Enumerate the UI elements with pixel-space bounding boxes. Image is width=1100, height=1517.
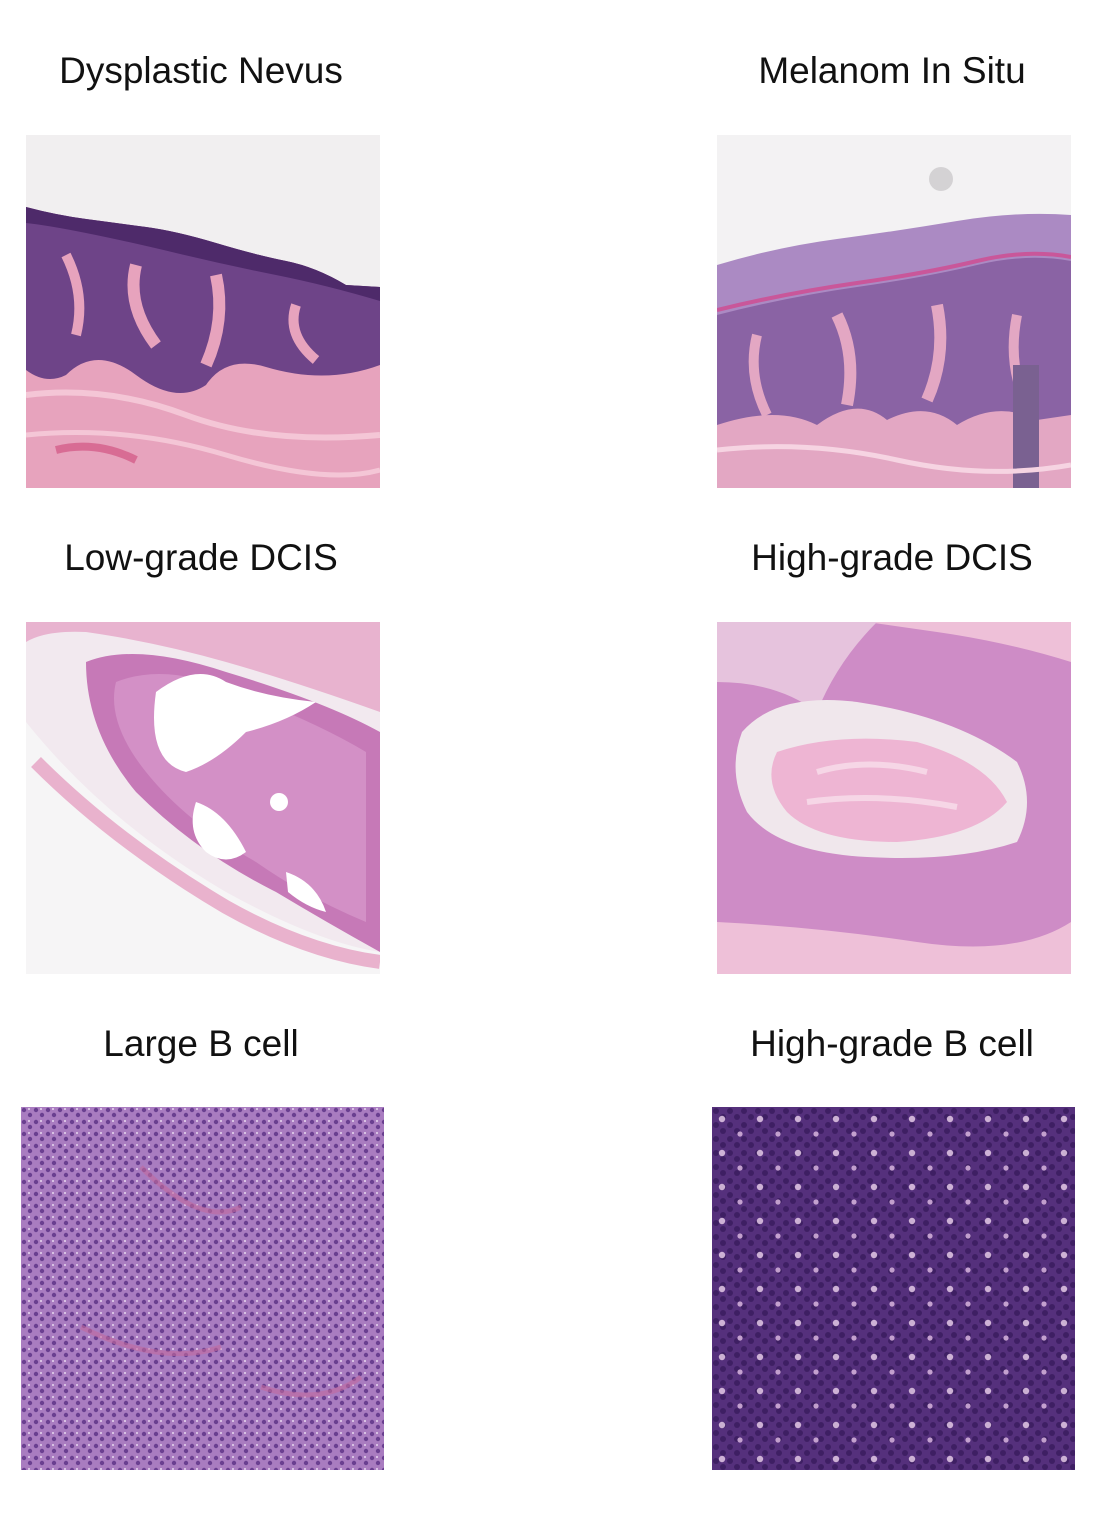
histology-image-high-grade-b-cell <box>712 1107 1075 1470</box>
panel-title-high-grade-b-cell: High-grade B cell <box>750 1023 1034 1064</box>
panel-title-large-b-cell: Large B cell <box>103 1023 299 1064</box>
histology-image-melanoma-in-situ <box>717 135 1071 488</box>
histology-image-high-grade-dcis <box>717 622 1071 974</box>
panel-title-high-grade-dcis: High-grade DCIS <box>751 537 1033 578</box>
panel-title-dysplastic-nevus: Dysplastic Nevus <box>59 50 343 91</box>
panel-title-melanoma-in-situ: Melanom In Situ <box>758 50 1026 91</box>
histology-image-dysplastic-nevus <box>26 135 380 488</box>
histology-image-low-grade-dcis <box>26 622 380 974</box>
histology-image-large-b-cell <box>21 1107 384 1470</box>
panel-title-low-grade-dcis: Low-grade DCIS <box>64 537 338 578</box>
